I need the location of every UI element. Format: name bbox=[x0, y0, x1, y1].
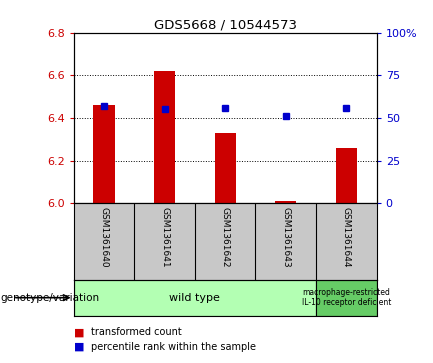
Text: genotype/variation: genotype/variation bbox=[0, 293, 99, 303]
Text: wild type: wild type bbox=[169, 293, 220, 303]
Bar bbox=[336, 148, 357, 203]
Text: macrophage-restricted
IL-10 receptor deficient: macrophage-restricted IL-10 receptor def… bbox=[302, 288, 391, 307]
Bar bbox=[74, 280, 316, 316]
Text: ■: ■ bbox=[74, 327, 84, 337]
Text: GSM1361644: GSM1361644 bbox=[342, 207, 351, 268]
Text: percentile rank within the sample: percentile rank within the sample bbox=[91, 342, 256, 352]
Bar bbox=[94, 105, 114, 203]
Bar bbox=[214, 133, 236, 203]
Bar bbox=[316, 280, 377, 316]
Bar bbox=[154, 71, 175, 203]
Text: ■: ■ bbox=[74, 342, 84, 352]
Text: GSM1361643: GSM1361643 bbox=[281, 207, 290, 268]
Title: GDS5668 / 10544573: GDS5668 / 10544573 bbox=[154, 19, 297, 32]
Text: GSM1361640: GSM1361640 bbox=[100, 207, 108, 268]
Bar bbox=[275, 201, 296, 203]
Text: transformed count: transformed count bbox=[91, 327, 182, 337]
Text: GSM1361641: GSM1361641 bbox=[160, 207, 169, 268]
Text: GSM1361642: GSM1361642 bbox=[221, 207, 229, 268]
